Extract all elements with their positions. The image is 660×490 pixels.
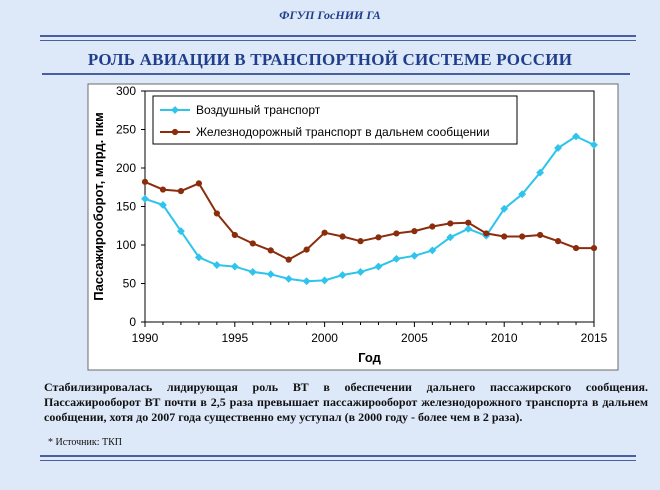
data-point bbox=[302, 277, 311, 286]
x-tick-label: 1990 bbox=[132, 331, 159, 345]
caption-text: Стабилизировалась лидирующая роль ВТ в о… bbox=[44, 380, 648, 424]
line-chart: 0 50 100 150 200 250 300 1990 1995 2000 2005 2010 20… bbox=[87, 83, 619, 371]
x-tick-label: 1995 bbox=[221, 331, 248, 345]
legend-label: Воздушный транспорт bbox=[196, 103, 321, 117]
data-point bbox=[285, 256, 292, 263]
data-point bbox=[428, 246, 437, 255]
data-point bbox=[230, 262, 239, 271]
data-point bbox=[590, 244, 598, 252]
data-point bbox=[393, 230, 400, 237]
source-note: * Источник: ТКП bbox=[48, 437, 123, 448]
data-point bbox=[572, 132, 580, 141]
data-point bbox=[519, 233, 526, 240]
data-point bbox=[231, 231, 238, 239]
data-point bbox=[446, 233, 455, 242]
data-point bbox=[500, 204, 509, 213]
data-point bbox=[554, 144, 563, 152]
legend-marker bbox=[171, 128, 179, 136]
y-tick-label: 100 bbox=[116, 238, 136, 252]
data-point bbox=[266, 270, 275, 279]
legend-box bbox=[152, 95, 518, 145]
x-tick-label: 2000 bbox=[311, 331, 338, 345]
data-point bbox=[141, 194, 149, 203]
data-point bbox=[537, 231, 544, 239]
data-point bbox=[572, 244, 580, 252]
data-point bbox=[141, 178, 149, 185]
x-axis-label: Год bbox=[358, 350, 381, 365]
page-title: РОЛЬ АВИАЦИИ В ТРАНСПОРТНОЙ СИСТЕМЕ РОСС… bbox=[87, 50, 573, 69]
y-tick-label: 200 bbox=[116, 161, 136, 175]
y-tick-label: 150 bbox=[116, 200, 136, 214]
y-axis-label: Пассажирооборот, млрд. пкм bbox=[91, 112, 106, 301]
data-point bbox=[375, 234, 382, 241]
data-point bbox=[374, 262, 383, 271]
data-point bbox=[483, 230, 490, 237]
data-point bbox=[249, 240, 256, 247]
data-point bbox=[176, 227, 185, 236]
data-point bbox=[590, 140, 598, 149]
data-point bbox=[357, 238, 364, 245]
data-point bbox=[411, 228, 418, 235]
divider bbox=[40, 455, 636, 457]
data-point bbox=[248, 268, 257, 276]
data-point bbox=[338, 271, 347, 279]
data-point bbox=[320, 276, 329, 285]
data-point bbox=[267, 247, 274, 254]
data-point bbox=[464, 224, 473, 233]
data-point bbox=[159, 186, 167, 193]
data-point bbox=[410, 251, 419, 260]
divider bbox=[40, 40, 636, 41]
x-tick-label: 2015 bbox=[581, 331, 608, 345]
x-tick-label: 2005 bbox=[401, 331, 428, 345]
data-point bbox=[321, 229, 328, 236]
data-point bbox=[447, 220, 454, 227]
divider bbox=[40, 35, 636, 37]
divider bbox=[40, 460, 636, 461]
divider bbox=[42, 73, 630, 75]
data-point bbox=[177, 188, 185, 195]
data-point bbox=[356, 268, 365, 276]
data-point bbox=[429, 223, 436, 230]
data-point bbox=[194, 253, 203, 262]
data-point bbox=[392, 254, 401, 263]
y-tick-label: 300 bbox=[116, 84, 136, 98]
data-point bbox=[213, 210, 220, 217]
data-point bbox=[195, 180, 202, 187]
data-point bbox=[501, 233, 508, 240]
org-title: ФГУП ГосНИИ ГА bbox=[279, 8, 381, 22]
data-point bbox=[339, 233, 346, 240]
data-point bbox=[536, 168, 545, 177]
data-point bbox=[212, 261, 221, 269]
data-point bbox=[465, 219, 472, 226]
legend-label: Железнодорожный транспорт в дальнем сооб… bbox=[196, 125, 490, 139]
y-tick-label: 250 bbox=[116, 123, 136, 137]
y-tick-label: 0 bbox=[129, 315, 136, 329]
data-point bbox=[518, 190, 527, 199]
data-point bbox=[554, 238, 562, 245]
y-tick-label: 50 bbox=[123, 277, 137, 291]
legend-marker bbox=[171, 106, 179, 114]
data-point bbox=[159, 201, 167, 209]
data-point bbox=[284, 274, 293, 283]
data-point bbox=[303, 246, 310, 253]
x-tick-label: 2010 bbox=[491, 331, 518, 345]
